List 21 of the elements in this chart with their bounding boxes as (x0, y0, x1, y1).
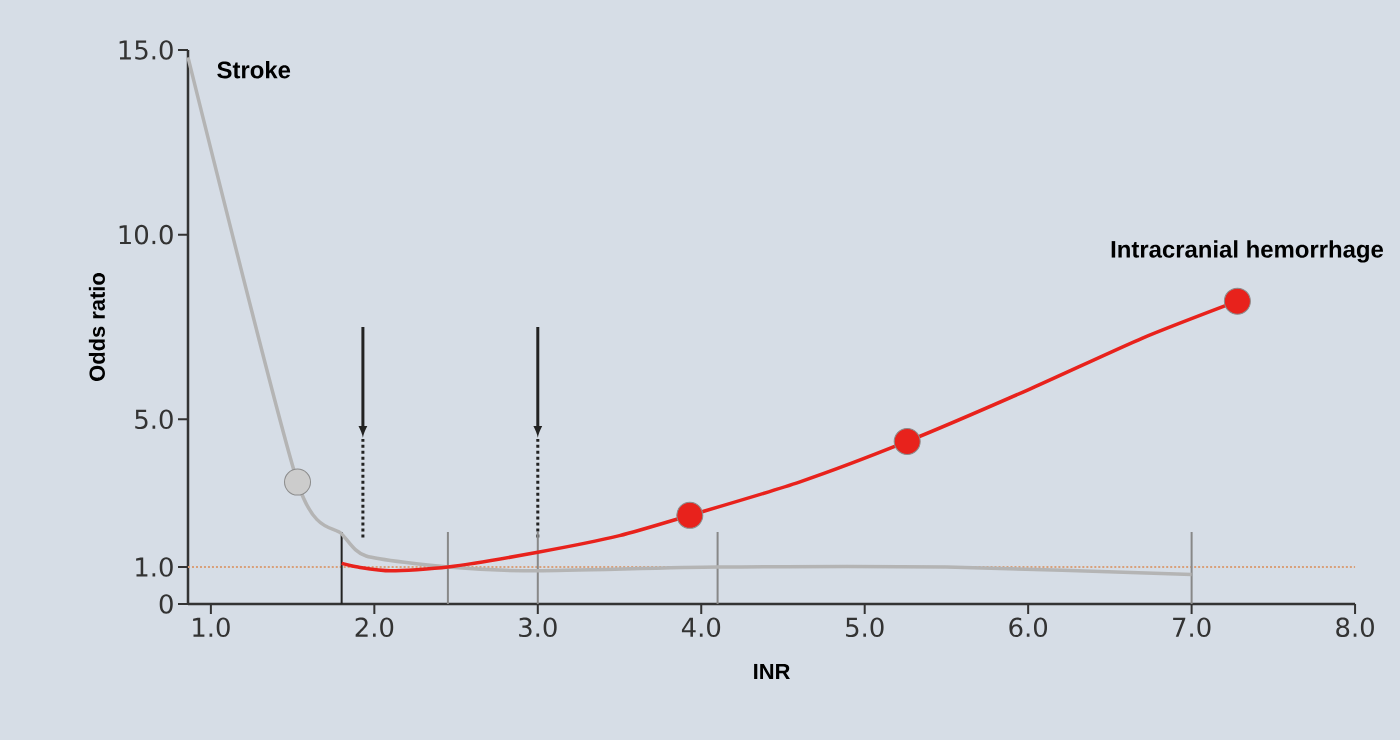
x-tick-label: 5.0 (846, 617, 884, 638)
x-tick-label: 6.0 (1009, 617, 1048, 638)
y-tick-label: 10.0 (119, 224, 173, 245)
x-tick-label: 8.0 (1336, 617, 1374, 638)
y-tick-label: 1.0 (136, 557, 173, 577)
x-tick-label: 4.0 (681, 617, 721, 638)
x-tick-label: 3.0 (519, 617, 557, 638)
x-axis-title: INR (754, 663, 790, 680)
y-tick-label: 5.0 (135, 409, 173, 430)
x-tick-label: 1.0 (193, 617, 230, 638)
series-label: Stroke (217, 60, 291, 79)
point (1223, 287, 1251, 315)
text: Intracranial hemorrhage (1111, 240, 1384, 263)
y-tick-label: 0 (159, 594, 173, 614)
point (284, 468, 312, 496)
y-axis-title: Odds ratio (88, 273, 105, 381)
x-tick-label: 2.0 (355, 617, 394, 638)
point (676, 501, 704, 529)
point (893, 427, 921, 455)
x-tick-label: 7.0 (1173, 617, 1211, 638)
y-tick-label: 15.0 (119, 40, 173, 60)
